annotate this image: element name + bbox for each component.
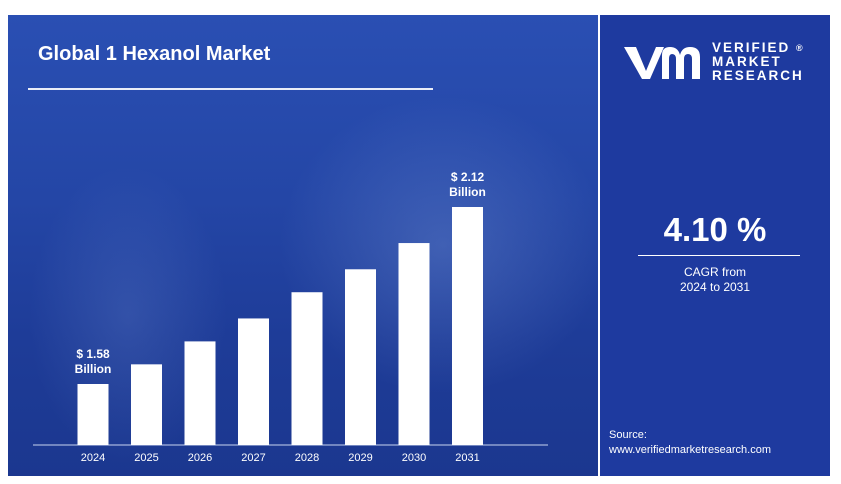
infographic-banner: Global 1 Hexanol Market 2024 2025 2026 2027…: [8, 15, 830, 476]
cagr-value: 4.10 %: [663, 211, 767, 248]
x-tick-label: 2024: [81, 452, 105, 464]
data-label-2031-2: Billion: [449, 185, 486, 199]
bar-2028: [291, 292, 323, 445]
data-label-2031-1: $ 2.12: [451, 170, 485, 184]
source-label: Source:: [609, 429, 647, 441]
bar-chart: 2024 2025 2026 2027 2028 2029 2030 2031$ 1.58Bi…: [33, 170, 548, 464]
title-divider: [28, 88, 433, 90]
cagr-label-line-1: CAGR from: [683, 265, 746, 279]
background-lab-image: [278, 95, 598, 395]
cagr-label-line-2: 2024 to 2031: [679, 280, 751, 294]
sidebar-panel: VERIFIED ® MARKET RESEARCH 4.10 % CAGR f…: [600, 15, 830, 476]
x-tick-label: 2028: [295, 452, 319, 464]
brand-line-2: MARKET: [712, 54, 782, 69]
data-label-2024-2: Billion: [75, 362, 112, 376]
brand-line-3: RESEARCH: [712, 68, 804, 83]
bar-2025: [131, 364, 162, 445]
x-tick-label: 2025: [134, 452, 158, 464]
data-label-2024-1: $ 1.58: [76, 347, 110, 361]
brand-name: VERIFIED ® MARKET RESEARCH: [712, 41, 805, 83]
x-tick-label: 2030: [402, 452, 426, 464]
x-tick-label: 2029: [348, 452, 372, 464]
x-tick-label: 2031: [455, 452, 479, 464]
registered-mark: ®: [796, 43, 805, 53]
bar-2030: [398, 243, 430, 445]
bar-2024: [77, 384, 109, 445]
bar-2027: [238, 318, 269, 445]
cagr-divider: [638, 255, 800, 256]
chart-panel: Global 1 Hexanol Market 2024 2025 2026 2027…: [8, 15, 598, 476]
x-tick-label: 2027: [241, 452, 265, 464]
bar-2026: [184, 341, 216, 445]
vmr-logo-icon: [624, 47, 700, 79]
brand-logo: VERIFIED ® MARKET RESEARCH: [622, 41, 822, 91]
page-title: Global 1 Hexanol Market: [38, 43, 271, 65]
bar-2029: [345, 269, 376, 445]
bar-2031: [452, 207, 483, 445]
x-tick-label: 2026: [188, 452, 212, 464]
brand-line-1: VERIFIED: [712, 40, 791, 55]
cagr-label: CAGR from 2024 to 2031: [600, 265, 830, 295]
source-url: www.verifiedmarketresearch.com: [609, 444, 771, 456]
